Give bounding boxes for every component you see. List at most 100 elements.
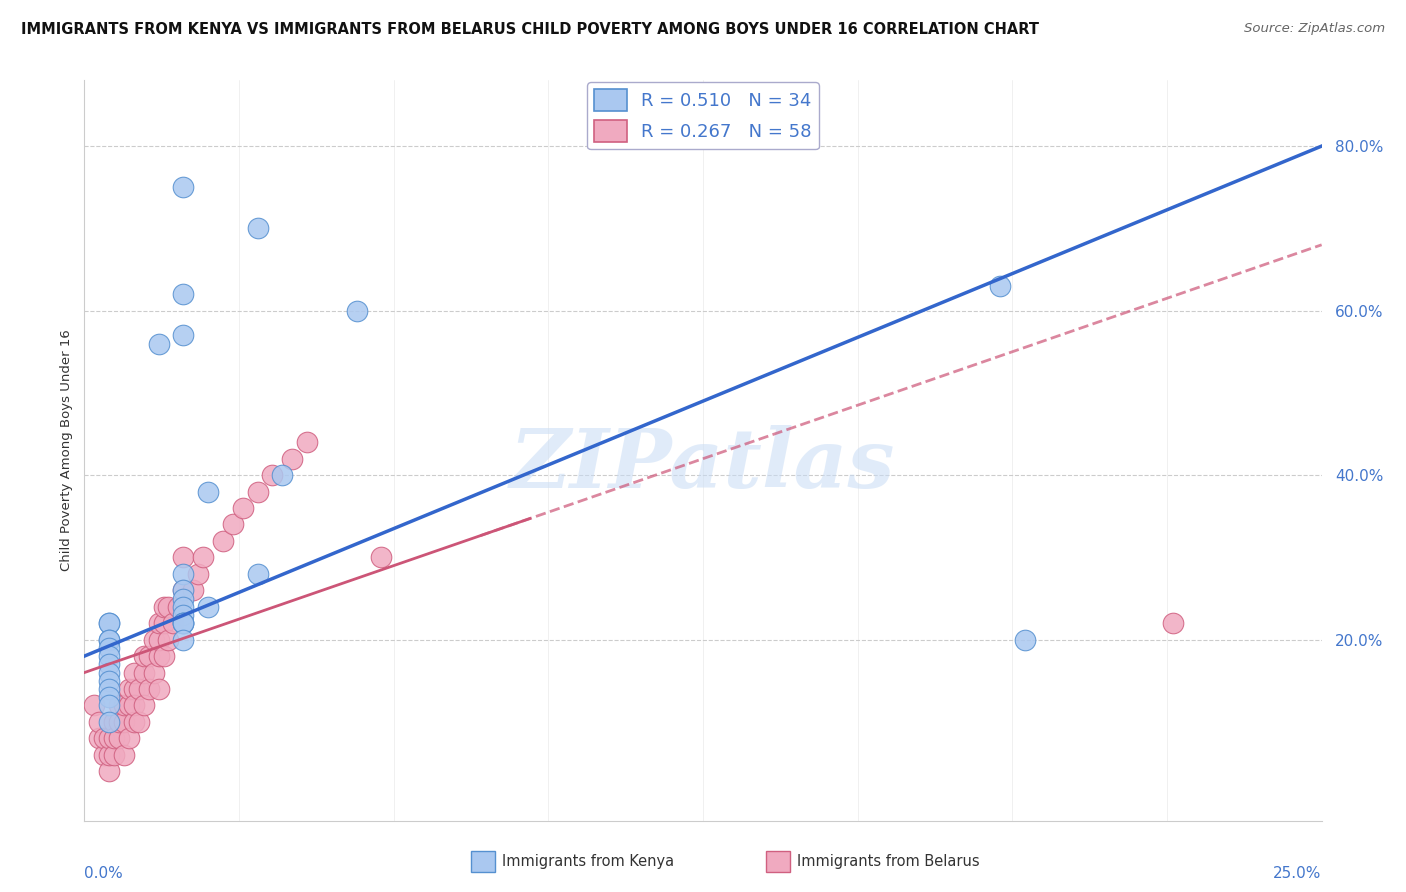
Point bbox=[98, 665, 121, 680]
Point bbox=[246, 484, 269, 499]
Point bbox=[122, 698, 145, 713]
Point bbox=[197, 484, 219, 499]
Point bbox=[122, 665, 145, 680]
Point bbox=[98, 673, 121, 688]
Point bbox=[152, 599, 174, 614]
Point bbox=[112, 714, 135, 729]
Point bbox=[172, 180, 194, 194]
Point bbox=[271, 468, 294, 483]
Point bbox=[212, 533, 235, 548]
Point bbox=[108, 698, 131, 713]
Point bbox=[346, 303, 368, 318]
Point bbox=[122, 714, 145, 729]
Text: ZIPatlas: ZIPatlas bbox=[510, 425, 896, 505]
Text: 0.0%: 0.0% bbox=[84, 866, 124, 881]
Point bbox=[172, 599, 194, 614]
Point bbox=[172, 550, 194, 565]
Point bbox=[112, 747, 135, 762]
Point bbox=[197, 599, 219, 614]
Point bbox=[172, 287, 194, 301]
Point bbox=[172, 583, 194, 598]
Point bbox=[172, 607, 194, 622]
Point bbox=[93, 731, 115, 746]
Point bbox=[138, 649, 160, 664]
Point bbox=[89, 714, 111, 729]
Point bbox=[172, 328, 194, 343]
Point bbox=[118, 731, 141, 746]
Point bbox=[108, 731, 131, 746]
Point bbox=[172, 583, 194, 598]
Point bbox=[98, 764, 121, 779]
Text: Immigrants from Kenya: Immigrants from Kenya bbox=[502, 855, 673, 869]
Point bbox=[142, 632, 165, 647]
Point bbox=[118, 681, 141, 696]
Point bbox=[172, 616, 194, 631]
Point bbox=[103, 714, 125, 729]
Point bbox=[118, 698, 141, 713]
Point bbox=[98, 690, 121, 705]
Point bbox=[103, 747, 125, 762]
Point bbox=[246, 566, 269, 581]
Point bbox=[132, 649, 155, 664]
Point bbox=[89, 731, 111, 746]
Point bbox=[98, 632, 121, 647]
Point bbox=[112, 698, 135, 713]
Point bbox=[148, 336, 170, 351]
Point bbox=[162, 616, 184, 631]
Point bbox=[83, 698, 105, 713]
Point bbox=[1161, 616, 1184, 631]
Point bbox=[172, 616, 194, 631]
Point bbox=[98, 698, 121, 713]
Point bbox=[281, 451, 304, 466]
Point bbox=[98, 747, 121, 762]
Point bbox=[1014, 632, 1036, 647]
Point bbox=[142, 665, 165, 680]
Point bbox=[172, 616, 194, 631]
Point bbox=[98, 640, 121, 655]
Point bbox=[152, 616, 174, 631]
Point bbox=[93, 747, 115, 762]
Point bbox=[98, 649, 121, 664]
Point bbox=[370, 550, 392, 565]
Legend: R = 0.510   N = 34, R = 0.267   N = 58: R = 0.510 N = 34, R = 0.267 N = 58 bbox=[588, 82, 818, 150]
Y-axis label: Child Poverty Among Boys Under 16: Child Poverty Among Boys Under 16 bbox=[60, 329, 73, 572]
Point bbox=[98, 731, 121, 746]
Point bbox=[172, 632, 194, 647]
Point bbox=[103, 731, 125, 746]
Point bbox=[988, 279, 1011, 293]
Point bbox=[128, 681, 150, 696]
Point bbox=[98, 681, 121, 696]
Point bbox=[138, 681, 160, 696]
Point bbox=[132, 698, 155, 713]
Point bbox=[172, 591, 194, 606]
Text: 25.0%: 25.0% bbox=[1274, 866, 1322, 881]
Point bbox=[148, 649, 170, 664]
Point bbox=[167, 599, 190, 614]
Point bbox=[295, 435, 318, 450]
Point bbox=[222, 517, 245, 532]
Point bbox=[191, 550, 214, 565]
Point bbox=[98, 616, 121, 631]
Point bbox=[157, 599, 180, 614]
Point bbox=[148, 632, 170, 647]
Point bbox=[128, 714, 150, 729]
Point bbox=[172, 566, 194, 581]
Point bbox=[98, 616, 121, 631]
Point bbox=[262, 468, 284, 483]
Point bbox=[157, 632, 180, 647]
Text: Source: ZipAtlas.com: Source: ZipAtlas.com bbox=[1244, 22, 1385, 36]
Point bbox=[98, 632, 121, 647]
Point bbox=[148, 681, 170, 696]
Point bbox=[98, 714, 121, 729]
Text: IMMIGRANTS FROM KENYA VS IMMIGRANTS FROM BELARUS CHILD POVERTY AMONG BOYS UNDER : IMMIGRANTS FROM KENYA VS IMMIGRANTS FROM… bbox=[21, 22, 1039, 37]
Point bbox=[152, 649, 174, 664]
Point bbox=[232, 501, 254, 516]
Point bbox=[122, 681, 145, 696]
Point bbox=[98, 657, 121, 672]
Point bbox=[132, 665, 155, 680]
Point bbox=[181, 583, 204, 598]
Text: Immigrants from Belarus: Immigrants from Belarus bbox=[797, 855, 980, 869]
Point bbox=[148, 616, 170, 631]
Point bbox=[187, 566, 209, 581]
Point bbox=[108, 714, 131, 729]
